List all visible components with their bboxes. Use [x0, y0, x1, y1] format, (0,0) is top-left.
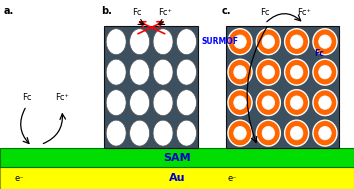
Ellipse shape — [262, 65, 275, 79]
Ellipse shape — [228, 59, 252, 85]
Text: Fc⁺: Fc⁺ — [159, 8, 172, 17]
Text: SAM: SAM — [163, 153, 191, 163]
Ellipse shape — [256, 59, 280, 85]
Ellipse shape — [262, 35, 275, 48]
Ellipse shape — [153, 59, 173, 85]
Text: Fc: Fc — [260, 8, 269, 17]
Text: Fc⁺: Fc⁺ — [297, 8, 311, 17]
Ellipse shape — [285, 29, 309, 55]
Ellipse shape — [256, 90, 280, 116]
Ellipse shape — [290, 96, 303, 109]
Ellipse shape — [313, 90, 337, 116]
Ellipse shape — [228, 120, 252, 146]
Ellipse shape — [106, 90, 126, 116]
Ellipse shape — [106, 120, 126, 146]
Text: SURMOF: SURMOF — [201, 37, 238, 46]
Text: Fc: Fc — [132, 8, 142, 17]
Text: b.: b. — [101, 6, 112, 16]
Text: e⁻: e⁻ — [15, 174, 24, 183]
Ellipse shape — [106, 29, 126, 55]
Ellipse shape — [177, 120, 196, 146]
Ellipse shape — [285, 120, 309, 146]
Ellipse shape — [130, 90, 150, 116]
Ellipse shape — [319, 65, 331, 79]
Ellipse shape — [290, 65, 303, 79]
Bar — [104, 26, 198, 148]
Ellipse shape — [130, 59, 150, 85]
Text: a.: a. — [4, 6, 14, 16]
Ellipse shape — [290, 35, 303, 48]
Ellipse shape — [319, 96, 331, 109]
Ellipse shape — [285, 59, 309, 85]
Text: c.: c. — [221, 6, 231, 16]
Ellipse shape — [313, 59, 337, 85]
Text: Fc: Fc — [314, 49, 324, 58]
Bar — [0, 148, 354, 167]
Bar — [0, 167, 354, 189]
Ellipse shape — [234, 96, 246, 109]
Text: e⁻: e⁻ — [227, 174, 237, 183]
Ellipse shape — [106, 59, 126, 85]
Text: Fc: Fc — [22, 93, 31, 102]
Ellipse shape — [153, 29, 173, 55]
Ellipse shape — [234, 126, 246, 140]
Ellipse shape — [130, 29, 150, 55]
Ellipse shape — [130, 120, 150, 146]
Ellipse shape — [153, 90, 173, 116]
Ellipse shape — [177, 90, 196, 116]
Bar — [226, 26, 339, 148]
Text: Au: Au — [169, 173, 185, 183]
Ellipse shape — [313, 120, 337, 146]
Ellipse shape — [262, 96, 275, 109]
Ellipse shape — [256, 120, 280, 146]
Ellipse shape — [256, 29, 280, 55]
Ellipse shape — [228, 29, 252, 55]
Ellipse shape — [234, 35, 246, 48]
Ellipse shape — [177, 29, 196, 55]
Text: Fc⁺: Fc⁺ — [55, 93, 69, 102]
Ellipse shape — [285, 90, 309, 116]
Ellipse shape — [234, 65, 246, 79]
Ellipse shape — [319, 35, 331, 48]
Ellipse shape — [313, 29, 337, 55]
Ellipse shape — [228, 90, 252, 116]
Ellipse shape — [153, 120, 173, 146]
Ellipse shape — [177, 59, 196, 85]
Ellipse shape — [319, 126, 331, 140]
Ellipse shape — [262, 126, 275, 140]
Ellipse shape — [290, 126, 303, 140]
